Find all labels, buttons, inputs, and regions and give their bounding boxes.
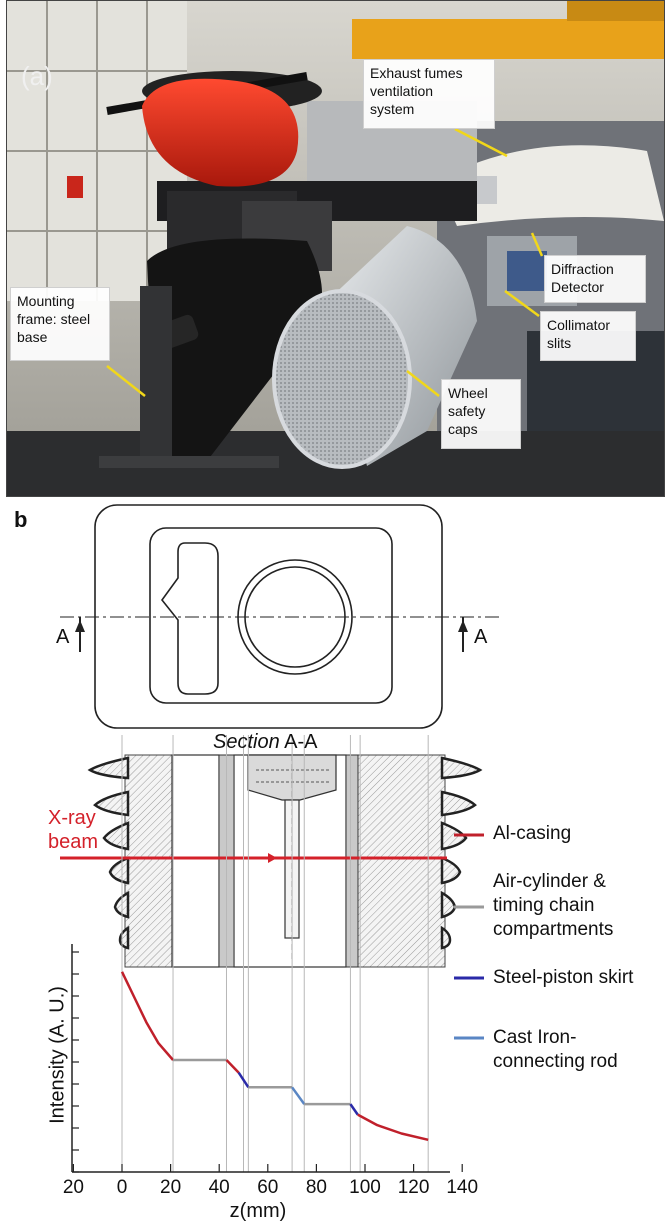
x-tick-label: 20 xyxy=(160,1177,182,1198)
callout-collimator: Collimator slits xyxy=(540,311,636,361)
cylinder-diagram xyxy=(60,504,500,1173)
x-axis-label: z(mm) xyxy=(229,1200,287,1222)
x-tick-label: 120 xyxy=(397,1177,430,1198)
curve-segment xyxy=(237,1071,250,1088)
panel-b-label: b xyxy=(14,507,28,532)
chart-axes xyxy=(71,944,450,1173)
legend-label-air-cylinder: Air-cylinder & timing chain compartments xyxy=(493,871,614,940)
section-title: Section A-A xyxy=(213,731,318,754)
curve-segment xyxy=(357,1113,429,1142)
section-title-rest: A-A xyxy=(279,731,318,753)
legend-label-cast-iron: Cast Iron- connecting rod xyxy=(493,1027,618,1072)
intensity-curve xyxy=(120,971,429,1142)
top-view xyxy=(60,504,500,729)
section-arrow-right xyxy=(458,620,468,632)
photo-illustration xyxy=(7,1,664,496)
x-tick-label: 100 xyxy=(349,1177,381,1198)
section-view xyxy=(87,754,483,968)
callout-diffraction-detector: Diffraction Detector xyxy=(544,255,646,303)
section-marker-left: A xyxy=(56,626,70,648)
y-axis-label: Intensity (A. U.) xyxy=(46,986,69,1124)
x-tick-label: 80 xyxy=(305,1177,327,1198)
legend-label-al-casing: Al-casing xyxy=(493,823,572,844)
x-axis-ticks xyxy=(72,1164,463,1172)
callout-wheel-caps: Wheel safety caps xyxy=(441,379,521,449)
curve-segment xyxy=(291,1086,306,1105)
y-axis-ticks xyxy=(72,951,79,1173)
callout-pointers xyxy=(106,127,544,397)
curve-segment xyxy=(225,1059,240,1074)
x-tick-label: 140 xyxy=(446,1177,479,1198)
boundary-lines xyxy=(121,735,429,1172)
legend-label-steel-piston: Steel-piston skirt xyxy=(493,967,634,988)
xray-beam xyxy=(60,853,447,863)
curve-segment xyxy=(349,1103,359,1116)
legend-swatches xyxy=(454,833,484,1040)
callout-mounting-frame: Mounting frame: steel base xyxy=(10,287,110,361)
motorcycle xyxy=(106,71,477,461)
panel-a-label: (a) xyxy=(21,61,53,91)
wheel-safety-cap xyxy=(272,226,477,469)
callout-exhaust: Exhaust fumes ventilation system xyxy=(363,59,495,129)
x-tick-label: 40 xyxy=(208,1177,230,1198)
x-tick-label: 0 xyxy=(116,1177,128,1198)
x-tick-label: 20 xyxy=(62,1177,84,1198)
section-title-italic: Section xyxy=(213,731,280,753)
section-marker-right: A xyxy=(474,626,488,648)
section-arrow-left xyxy=(75,620,85,632)
curve-segment xyxy=(120,971,174,1061)
x-tick-label: 60 xyxy=(257,1177,279,1198)
photo-panel: (a) Exhaust fumes ventilation system Dif… xyxy=(6,0,665,497)
wall-grid xyxy=(7,1,187,301)
xray-beam-label: X-ray beam xyxy=(48,807,99,853)
